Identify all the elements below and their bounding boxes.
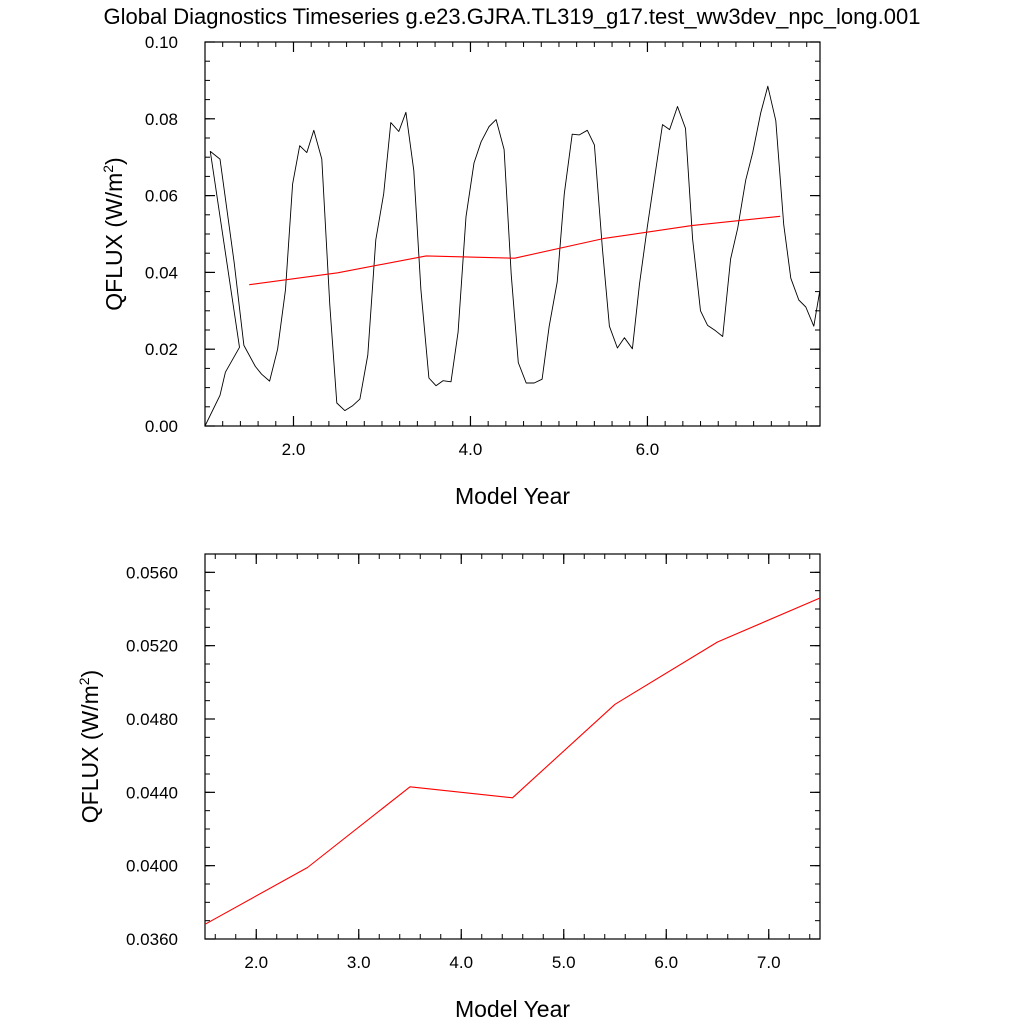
x-axis-label: Model Year <box>455 483 570 509</box>
y-tick-label: 0.04 <box>145 263 178 282</box>
y-tick-label: 0.0400 <box>126 857 178 876</box>
x-tick-label: 6.0 <box>654 953 678 972</box>
x-tick-label: 2.0 <box>244 953 268 972</box>
y-tick-label: 0.08 <box>145 110 178 129</box>
series-line-annual <box>249 215 781 286</box>
y-tick-label: 0.00 <box>145 417 178 436</box>
y-axis-label-close: ) <box>77 670 103 678</box>
series-line-annual <box>204 597 821 925</box>
y-axis-label: QFLUX (W/m2) <box>100 157 127 310</box>
x-tick-label: 4.0 <box>459 440 483 459</box>
series-line-monthly <box>204 85 821 427</box>
y-axis-label-main: QFLUX (W/m <box>101 173 127 311</box>
x-tick-label: 7.0 <box>757 953 781 972</box>
y-tick-label: 0.06 <box>145 187 178 206</box>
y-tick-label: 0.0360 <box>126 930 178 949</box>
top-panel: 2.0 4.0 6.0 0.00 0.02 0.04 0.06 0.08 0.10 Model Y… <box>100 33 821 509</box>
y-axis-label-superscript: 2 <box>76 677 92 685</box>
x-tick-label: 6.0 <box>636 440 660 459</box>
y-tick-label: 0.0560 <box>126 563 178 582</box>
plot-frame <box>204 41 821 427</box>
y-axis-label: QFLUX (W/m2) <box>76 670 103 823</box>
figure-title: Global Diagnostics Timeseries g.e23.GJRA… <box>104 4 921 29</box>
y-tick-label: 0.0520 <box>126 637 178 656</box>
x-tick-label: 4.0 <box>449 953 473 972</box>
x-tick-label: 3.0 <box>347 953 371 972</box>
y-tick-label: 0.02 <box>145 340 178 359</box>
y-tick-label: 0.10 <box>145 33 178 52</box>
bottom-panel: 2.0 3.0 4.0 5.0 6.0 7.0 0.0360 0.0400 0.0440 0.04… <box>76 553 821 1022</box>
y-tick-label: 0.0480 <box>126 710 178 729</box>
x-tick-label: 5.0 <box>552 953 576 972</box>
y-axis-label-close: ) <box>101 157 127 165</box>
plot-frame <box>204 553 821 940</box>
y-axis-label-superscript: 2 <box>100 165 116 173</box>
x-axis-label: Model Year <box>455 996 570 1022</box>
y-tick-label: 0.0440 <box>126 783 178 802</box>
y-axis-label-main: QFLUX (W/m <box>77 685 103 823</box>
x-tick-label: 2.0 <box>282 440 306 459</box>
